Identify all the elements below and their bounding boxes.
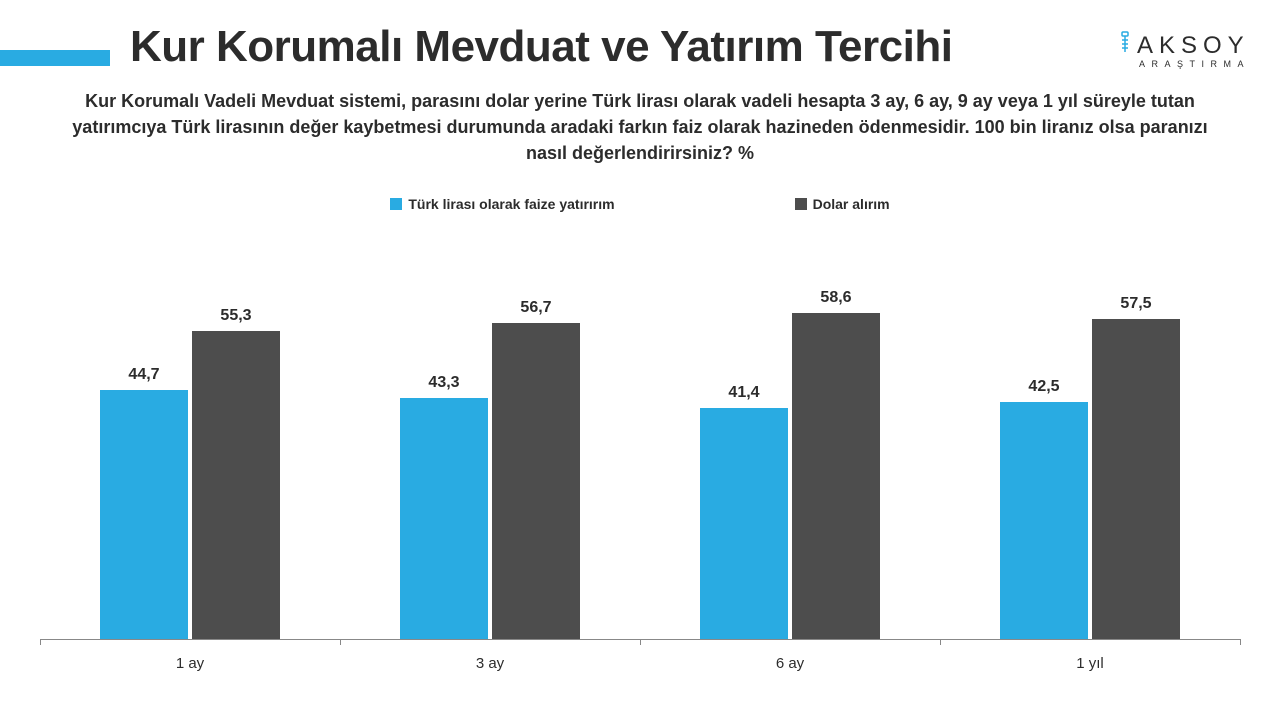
bar-value-label: 57,5: [1092, 295, 1180, 313]
axis-tick: [340, 639, 341, 645]
accent-bar: [0, 50, 110, 66]
bar-group: 42,5 57,5: [1000, 250, 1180, 639]
chart: 44,7 55,3 43,3 56,7 41,4 58,6 42,5 57,5 1 ay3 a…: [40, 250, 1240, 690]
bar-value-label: 55,3: [192, 307, 280, 325]
bar: [492, 323, 580, 639]
bar: [400, 398, 488, 639]
page: Kur Korumalı Mevduat ve Yatırım Tercihi …: [0, 0, 1280, 720]
bar-value-label: 56,7: [492, 299, 580, 317]
subtitle: Kur Korumalı Vadeli Mevduat sistemi, par…: [50, 88, 1230, 166]
bar: [700, 408, 788, 639]
legend: Türk lirası olarak faize yatırırım Dolar…: [0, 196, 1280, 212]
bar: [192, 331, 280, 639]
bar-group: 44,7 55,3: [100, 250, 280, 639]
category-label: 1 ay: [40, 655, 340, 672]
bar-value-label: 58,6: [792, 289, 880, 307]
legend-label-dollar: Dolar alırım: [813, 196, 890, 212]
bar: [100, 390, 188, 639]
bar-value-label: 42,5: [1000, 378, 1088, 396]
axis-tick: [40, 639, 41, 645]
legend-item-tl: Türk lirası olarak faize yatırırım: [390, 196, 614, 212]
logo-main-text: AKSOY: [1137, 32, 1250, 60]
legend-swatch-tl: [390, 198, 402, 210]
axis-tick: [940, 639, 941, 645]
axis-tick: [640, 639, 641, 645]
bar: [1000, 402, 1088, 639]
category-label: 6 ay: [640, 655, 940, 672]
bar-group: 43,3 56,7: [400, 250, 580, 639]
logo-sub: ARAŞTIRMA: [1139, 59, 1250, 69]
bar: [792, 313, 880, 639]
bar-group: 41,4 58,6: [700, 250, 880, 639]
bar-value-label: 43,3: [400, 374, 488, 392]
legend-swatch-dollar: [795, 198, 807, 210]
page-title: Kur Korumalı Mevduat ve Yatırım Tercihi: [130, 22, 952, 72]
category-label: 3 ay: [340, 655, 640, 672]
logo-icon: [1117, 30, 1133, 61]
bar: [1092, 319, 1180, 639]
bar-value-label: 41,4: [700, 384, 788, 402]
logo-main: AKSOY: [1117, 30, 1250, 61]
plot-area: 44,7 55,3 43,3 56,7 41,4 58,6 42,5 57,5: [40, 250, 1240, 640]
bar-value-label: 44,7: [100, 366, 188, 384]
axis-tick: [1240, 639, 1241, 645]
legend-label-tl: Türk lirası olarak faize yatırırım: [408, 196, 614, 212]
category-label: 1 yıl: [940, 655, 1240, 672]
legend-item-dollar: Dolar alırım: [795, 196, 890, 212]
logo: AKSOY ARAŞTIRMA: [1117, 30, 1250, 69]
